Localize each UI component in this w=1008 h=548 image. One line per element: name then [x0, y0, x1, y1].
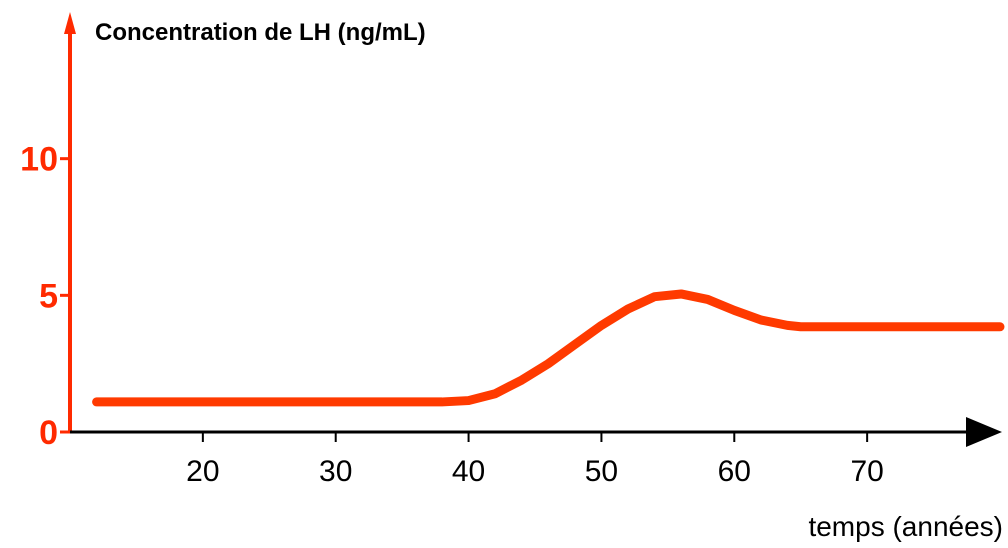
x-ticks: 20 30 40 50 60 70 — [186, 432, 884, 488]
x-tick-label: 60 — [718, 455, 751, 488]
y-tick-label: 5 — [39, 277, 58, 315]
x-tick-label: 40 — [452, 455, 485, 488]
x-axis-label: temps (années) — [808, 511, 1003, 542]
x-tick-label: 50 — [585, 455, 618, 488]
x-tick-label: 30 — [319, 455, 352, 488]
y-tick-label: 0 — [39, 414, 58, 452]
series-group — [92, 289, 1005, 407]
y-tick-label: 10 — [20, 141, 58, 179]
y-axis-arrow — [64, 12, 76, 34]
chart-title: Concentration de LH (ng/mL) — [95, 19, 426, 46]
x-tick-label: 20 — [186, 455, 219, 488]
series-line — [92, 289, 1005, 407]
x-tick-label: 70 — [850, 455, 883, 488]
y-ticks: 0 5 10 — [20, 141, 70, 452]
